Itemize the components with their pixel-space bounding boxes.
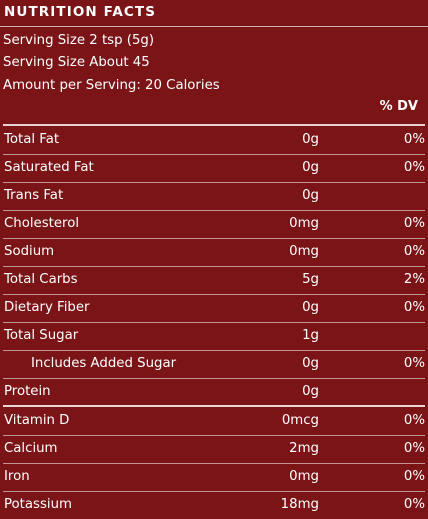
- nutrient-amount: 0g: [302, 188, 319, 203]
- row-divider: [3, 491, 425, 492]
- row-divider: [3, 294, 425, 295]
- nutrient-daily-value: 0%: [403, 469, 425, 484]
- nutrient-row-trans-fat: Trans Fat 0g: [0, 182, 428, 210]
- nutrient-table: Total Fat 0g 0% Saturated Fat 0g 0% Tran…: [0, 126, 428, 519]
- table-header-divider: [3, 124, 425, 126]
- nutrient-amount: 0g: [302, 356, 319, 371]
- vitamins-section-divider: [3, 405, 425, 407]
- nutrient-label: Iron: [4, 469, 30, 484]
- nutrient-label: Trans Fat: [4, 188, 64, 203]
- nutrient-row-sodium: Sodium 0mg 0%: [0, 238, 428, 266]
- amount-per-serving-line: Amount per Serving: 20 Calories: [3, 78, 220, 93]
- nutrient-label: Saturated Fat: [4, 160, 94, 175]
- nutrient-daily-value: 0%: [403, 216, 425, 231]
- nutrient-amount: 0mg: [289, 244, 319, 259]
- nutrient-daily-value: 0%: [403, 413, 425, 428]
- nutrient-label: Cholesterol: [4, 216, 80, 231]
- row-divider: [3, 238, 425, 239]
- nutrient-amount: 0mg: [289, 216, 319, 231]
- row-divider: [3, 210, 425, 211]
- nutrient-label: Total Fat: [4, 132, 60, 147]
- nutrient-amount: 0g: [302, 132, 319, 147]
- row-divider: [3, 463, 425, 464]
- nutrient-row-total-carbs: Total Carbs 5g 2%: [0, 266, 428, 294]
- nutrient-daily-value: 0%: [403, 132, 425, 147]
- nutrient-row-potassium: Potassium 18mg 0%: [0, 491, 428, 519]
- nutrient-amount: 0g: [302, 160, 319, 175]
- daily-value-header: % DV: [379, 99, 418, 114]
- nutrient-label: Total Carbs: [4, 272, 78, 287]
- nutrient-amount: 0mg: [289, 469, 319, 484]
- row-divider: [3, 154, 425, 155]
- nutrient-label: Total Sugar: [4, 328, 79, 343]
- nutrient-label: Protein: [4, 384, 51, 399]
- nutrient-row-vitamin-d: Vitamin D 0mcg 0%: [0, 407, 428, 435]
- nutrient-label: Dietary Fiber: [4, 300, 90, 315]
- row-divider: [3, 350, 425, 351]
- nutrient-label: Includes Added Sugar: [31, 356, 177, 371]
- row-divider: [3, 322, 425, 323]
- nutrient-row-cholesterol: Cholesterol 0mg 0%: [0, 210, 428, 238]
- nutrient-row-saturated-fat: Saturated Fat 0g 0%: [0, 154, 428, 182]
- servings-per-container-line: Serving Size About 45: [3, 55, 150, 70]
- nutrient-daily-value: 0%: [403, 160, 425, 175]
- row-divider: [3, 182, 425, 183]
- nutrient-row-added-sugar: Includes Added Sugar 0g 0%: [0, 350, 428, 378]
- nutrient-amount: 1g: [302, 328, 319, 343]
- nutrient-amount: 18mg: [280, 497, 319, 512]
- nutrient-label: Sodium: [4, 244, 55, 259]
- nutrient-daily-value: 0%: [403, 497, 425, 512]
- nutrient-row-calcium: Calcium 2mg 0%: [0, 435, 428, 463]
- row-divider: [3, 378, 425, 379]
- serving-size-line: Serving Size 2 tsp (5g): [3, 33, 155, 48]
- nutrient-daily-value: 0%: [403, 300, 425, 315]
- nutrient-label: Calcium: [4, 441, 58, 456]
- row-divider: [3, 435, 425, 436]
- nutrient-daily-value: 0%: [403, 356, 425, 371]
- nutrient-label: Potassium: [4, 497, 72, 512]
- panel-title: NUTRITION FACTS: [4, 4, 157, 20]
- nutrient-amount: 2mg: [289, 441, 319, 456]
- nutrient-amount: 0g: [302, 384, 319, 399]
- nutrient-row-total-fat: Total Fat 0g 0%: [0, 126, 428, 154]
- nutrient-amount: 0g: [302, 300, 319, 315]
- title-divider: [0, 26, 428, 27]
- nutrient-row-protein: Protein 0g: [0, 378, 428, 406]
- nutrient-row-total-sugar: Total Sugar 1g: [0, 322, 428, 350]
- nutrient-daily-value: 2%: [403, 272, 425, 287]
- nutrient-label: Vitamin D: [4, 413, 70, 428]
- nutrient-row-iron: Iron 0mg 0%: [0, 463, 428, 491]
- nutrient-daily-value: 0%: [403, 244, 425, 259]
- nutrient-daily-value: 0%: [403, 441, 425, 456]
- nutrient-row-dietary-fiber: Dietary Fiber 0g 0%: [0, 294, 428, 322]
- nutrient-amount: 0mcg: [281, 413, 319, 428]
- nutrient-amount: 5g: [302, 272, 319, 287]
- row-divider: [3, 266, 425, 267]
